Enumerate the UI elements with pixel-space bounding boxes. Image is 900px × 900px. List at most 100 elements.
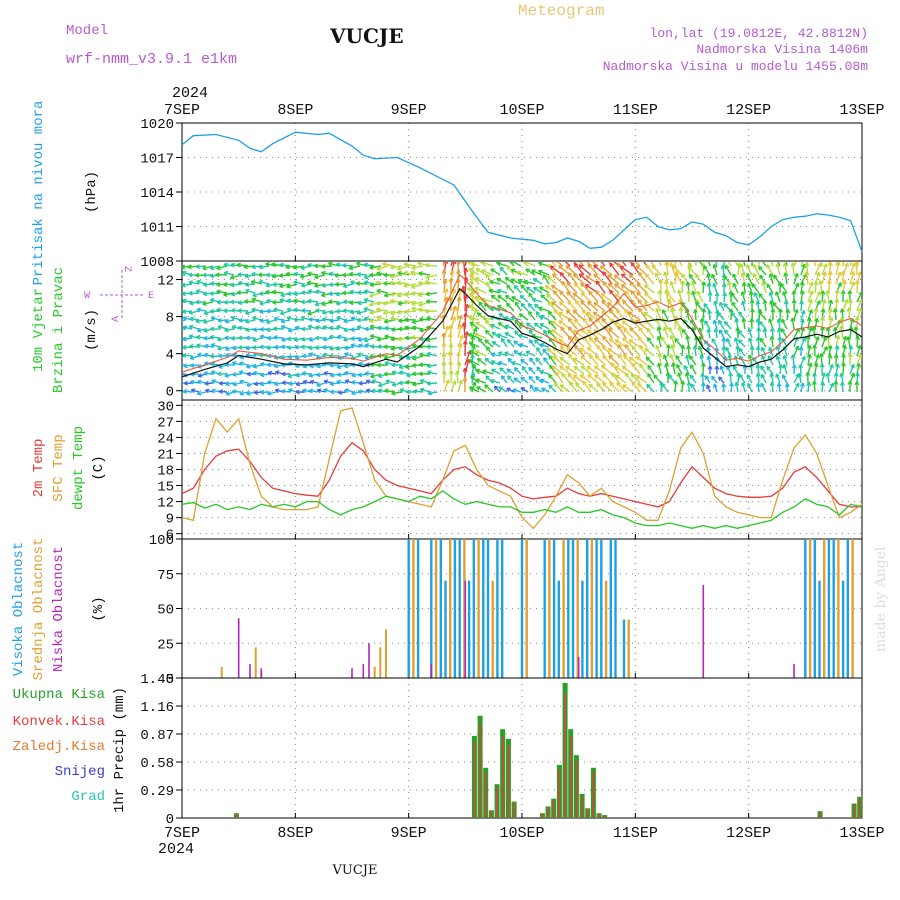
wind-arrow-head bbox=[527, 302, 533, 308]
wind-arrow bbox=[819, 280, 823, 294]
wind-arrow-head bbox=[643, 311, 649, 317]
wind-arrow-head bbox=[322, 344, 327, 350]
wind-arrow bbox=[842, 299, 848, 312]
wind-arrow bbox=[854, 326, 858, 339]
wind-arrow bbox=[182, 310, 193, 313]
wind-arrow-head bbox=[776, 318, 782, 323]
wind-arrow-head bbox=[620, 273, 626, 279]
wind-arrow bbox=[814, 336, 819, 348]
cloud-high-bar bbox=[467, 580, 471, 678]
wind-arrow bbox=[475, 369, 487, 375]
wind-arrow-head bbox=[638, 307, 643, 313]
wind-arrow-head bbox=[506, 302, 511, 308]
wind-arrow bbox=[513, 340, 522, 348]
wind-arrow bbox=[302, 364, 312, 368]
model-label: Model bbox=[66, 23, 108, 39]
precip-conv-bar bbox=[581, 795, 583, 818]
wind-arrow bbox=[609, 289, 620, 303]
wind-arrow-head bbox=[500, 337, 506, 343]
wind-arrow-head bbox=[232, 345, 237, 351]
wind-arrow-head bbox=[209, 265, 215, 271]
wind-arrow bbox=[763, 328, 767, 339]
wind-arrow bbox=[685, 354, 690, 366]
wind-arrow-head bbox=[196, 279, 201, 285]
wind-arrow-head bbox=[321, 317, 327, 322]
wind-arrow-head bbox=[342, 283, 348, 289]
wind-arrow-head bbox=[843, 298, 849, 304]
wind-arrow bbox=[272, 291, 284, 294]
wind-arrow bbox=[644, 347, 655, 357]
wind-arrow-head bbox=[578, 273, 584, 278]
wind-arrow-head bbox=[371, 379, 377, 384]
wind-arrow bbox=[596, 382, 606, 393]
wind-arrow bbox=[506, 265, 515, 276]
wind-arrow bbox=[559, 384, 571, 393]
wind-arrow-head bbox=[848, 345, 854, 350]
wind-arrow-head bbox=[195, 289, 201, 294]
cloud-high-bar bbox=[851, 539, 854, 678]
cloud-low-bar bbox=[702, 584, 705, 678]
wind-arrow-head bbox=[573, 357, 578, 362]
wind-arrow-head bbox=[218, 389, 224, 394]
wind-arrow bbox=[525, 350, 536, 357]
wind-arrow-head bbox=[418, 302, 423, 307]
wind-arrow-head bbox=[755, 300, 761, 305]
wind-arrow bbox=[591, 262, 599, 267]
wind-arrow-head bbox=[382, 262, 387, 267]
wind-arrow-head bbox=[689, 355, 694, 360]
wind-arrow bbox=[491, 368, 501, 375]
wind-arrow-head bbox=[734, 381, 740, 387]
wind-arrow bbox=[513, 377, 522, 384]
wind-arrow-head bbox=[795, 382, 800, 388]
wind-arrow-head bbox=[419, 327, 424, 333]
wind-arrow-head bbox=[818, 280, 823, 285]
top-date-label: 11SEP bbox=[613, 102, 658, 119]
wind-arrow bbox=[468, 341, 480, 348]
wind-arrow-head bbox=[695, 301, 700, 307]
wind-arrow-head bbox=[755, 372, 761, 378]
wind-arrow bbox=[646, 384, 655, 393]
wind-arrow bbox=[575, 382, 585, 393]
wind-arrow-head bbox=[202, 265, 207, 271]
wind-arrow-head bbox=[547, 301, 553, 306]
wind-arrow bbox=[225, 346, 235, 351]
wind-arrow bbox=[538, 262, 550, 267]
wind-arrow bbox=[182, 299, 193, 303]
wind-arrow bbox=[775, 373, 781, 384]
wind-arrow bbox=[349, 301, 361, 304]
wind-arrow-head bbox=[182, 336, 187, 342]
wind-arrow bbox=[491, 341, 501, 348]
wind-arrow-head bbox=[280, 318, 286, 324]
wind-arrow bbox=[631, 362, 641, 375]
wind-arrow-head bbox=[467, 333, 473, 338]
wind-arrow-head bbox=[404, 317, 409, 323]
wind-arrow bbox=[637, 336, 648, 348]
wind-arrow-head bbox=[485, 319, 490, 325]
wind-arrow bbox=[273, 308, 284, 312]
wind-arrow bbox=[849, 326, 853, 339]
wind-arrow-head bbox=[209, 326, 214, 332]
wind-arrow bbox=[706, 384, 711, 393]
wind-arrow-head bbox=[823, 263, 828, 268]
wind-arrow-head bbox=[322, 336, 328, 342]
wind-arrow-head bbox=[835, 262, 841, 267]
cloud-high-bar bbox=[567, 539, 570, 678]
wind-arrow bbox=[595, 290, 606, 303]
wind-arrow bbox=[644, 292, 655, 303]
wind-arrow-head bbox=[777, 336, 783, 341]
wind-arrow bbox=[588, 337, 599, 348]
wind-arrow bbox=[397, 265, 410, 271]
bottom-year-label: 2024 bbox=[158, 841, 194, 858]
wind-arrow bbox=[814, 308, 818, 321]
wind-arrow-head bbox=[595, 254, 599, 258]
wind-arrow bbox=[358, 390, 368, 393]
wind-arrow bbox=[252, 316, 263, 321]
wind-arrow-head bbox=[455, 269, 461, 274]
wind-arrow-head bbox=[525, 350, 531, 356]
wind-arrow-head bbox=[645, 264, 651, 270]
wind-arrow-head bbox=[464, 303, 470, 309]
wind-arrow-head bbox=[245, 327, 250, 333]
wind-arrow-head bbox=[540, 315, 545, 320]
wind-arrow bbox=[800, 337, 806, 348]
wind-arrow bbox=[316, 373, 326, 376]
